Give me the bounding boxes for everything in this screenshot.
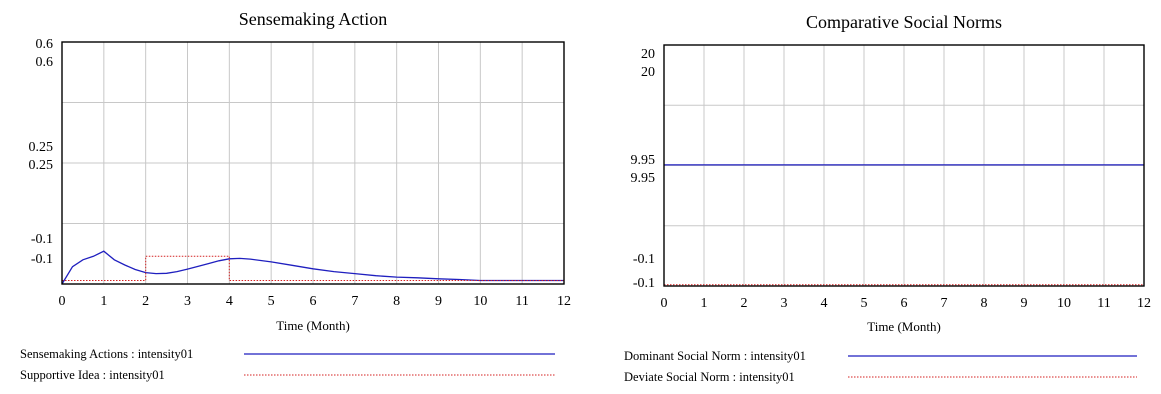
- x-tick-label: 6: [901, 296, 908, 311]
- chart-title: Comparative Social Norms: [806, 12, 1002, 32]
- y-tick-label: 20: [641, 65, 655, 80]
- x-tick-label: 8: [393, 294, 400, 309]
- plot-frame: [663, 44, 1145, 287]
- x-tick-label: 7: [351, 294, 358, 309]
- y-tick-label: 9.95: [631, 153, 656, 168]
- x-tick-label: 7: [941, 296, 948, 311]
- x-tick-label: 12: [557, 294, 571, 309]
- x-tick-label: 1: [100, 294, 107, 309]
- chart-title: Sensemaking Action: [239, 9, 387, 29]
- x-tick-label: 3: [184, 294, 191, 309]
- x-tick-label: 5: [268, 294, 275, 309]
- x-tick-label: 11: [1097, 296, 1110, 311]
- x-tick-label: 10: [1057, 296, 1071, 311]
- x-tick-label: 0: [59, 294, 66, 309]
- y-tick-label: 0.25: [29, 158, 54, 173]
- x-tick-label: 6: [310, 294, 317, 309]
- y-tick-label: 0.6: [36, 55, 54, 70]
- x-tick-label: 4: [226, 294, 233, 309]
- x-tick-label: 0: [661, 296, 668, 311]
- x-tick-label: 9: [435, 294, 442, 309]
- x-tick-label: 5: [861, 296, 868, 311]
- x-axis-label: Time (Month): [276, 318, 350, 333]
- y-tick-label: 0.6: [36, 37, 54, 52]
- series-line-2: [62, 255, 564, 281]
- x-tick-label: 10: [473, 294, 487, 309]
- x-tick-label: 1: [701, 296, 708, 311]
- y-tick-label: 20: [641, 47, 655, 62]
- legend-label-1: Dominant Social Norm : intensity01: [624, 349, 806, 363]
- x-tick-label: 2: [142, 294, 149, 309]
- x-tick-label: 3: [781, 296, 788, 311]
- y-tick-label: -0.1: [31, 232, 53, 247]
- y-tick-label: 0.25: [29, 140, 54, 155]
- y-tick-label: 9.95: [631, 171, 656, 186]
- legend-label-2: Deviate Social Norm : intensity01: [624, 370, 795, 384]
- x-axis-label: Time (Month): [867, 319, 941, 334]
- y-tick-label: -0.1: [31, 252, 53, 267]
- y-tick-label: -0.1: [633, 276, 655, 291]
- x-tick-label: 9: [1021, 296, 1028, 311]
- x-tick-label: 4: [821, 296, 828, 311]
- legend-label-1: Sensemaking Actions : intensity01: [20, 347, 193, 361]
- plot-frame: [61, 41, 565, 285]
- x-tick-label: 11: [515, 294, 528, 309]
- legend-label-2: Supportive Idea : intensity01: [20, 368, 165, 382]
- series-line-1: [61, 250, 564, 285]
- x-tick-label: 12: [1137, 296, 1151, 311]
- x-tick-label: 8: [981, 296, 988, 311]
- x-tick-label: 2: [741, 296, 748, 311]
- y-tick-label: -0.1: [633, 252, 655, 267]
